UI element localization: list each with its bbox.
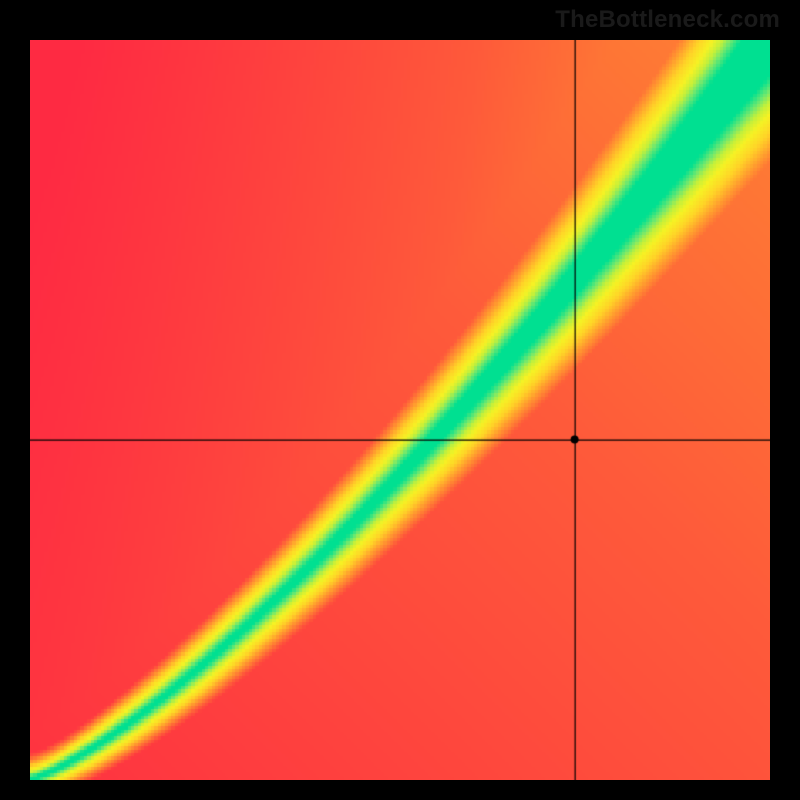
watermark-text: TheBottleneck.com bbox=[555, 6, 780, 34]
bottleneck-heatmap-canvas bbox=[30, 40, 770, 780]
chart-frame: TheBottleneck.com bbox=[0, 0, 800, 800]
